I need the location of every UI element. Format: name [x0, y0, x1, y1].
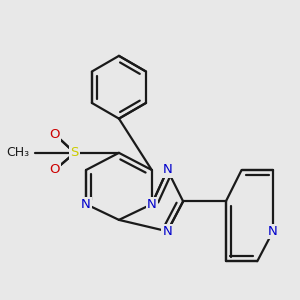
Text: CH₃: CH₃ [6, 146, 29, 159]
Text: O: O [50, 164, 60, 176]
Text: S: S [70, 146, 79, 159]
Text: N: N [268, 225, 278, 238]
Text: N: N [81, 198, 91, 211]
Text: N: N [163, 225, 172, 238]
Text: N: N [163, 164, 172, 176]
Text: O: O [50, 128, 60, 141]
Text: N: N [147, 198, 157, 211]
